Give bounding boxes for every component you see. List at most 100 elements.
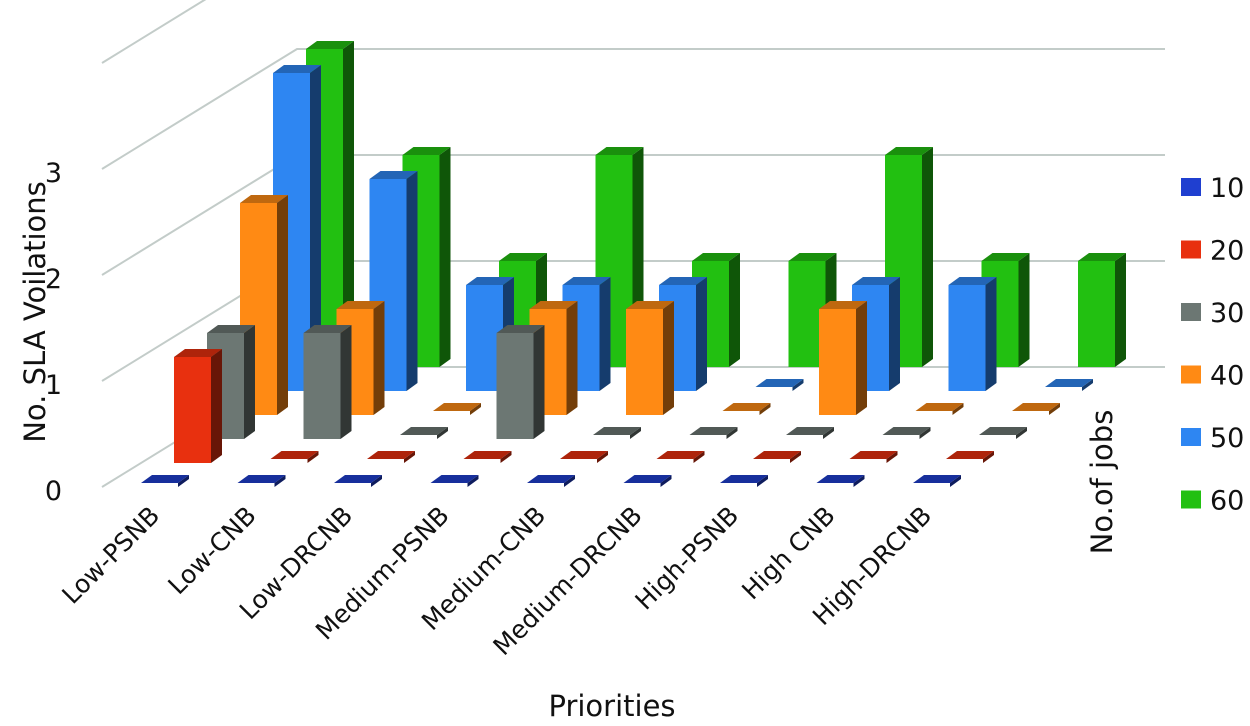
bar-top: [722, 403, 771, 411]
bar-top: [529, 301, 578, 309]
bar-side: [437, 427, 448, 439]
bar-side: [597, 451, 608, 463]
x-axis-categories: Low-PSNBLow-CNBLow-DRCNBMedium-PSNBMediu…: [56, 501, 937, 661]
bar-series-50: [369, 171, 418, 391]
legend-label: 20: [1210, 236, 1244, 267]
legend-label: 60: [1210, 486, 1244, 517]
bar-series-20: [174, 349, 222, 463]
bar-side: [371, 475, 382, 487]
bar-top: [626, 301, 674, 309]
bar-series-40: [722, 403, 771, 415]
bar-side: [630, 427, 641, 439]
bar-side: [1018, 253, 1030, 367]
bar-series-50: [659, 277, 707, 391]
y-tick-label: 1: [45, 370, 62, 401]
bar-side: [790, 451, 801, 463]
bar-side: [211, 349, 222, 463]
bar-top: [402, 147, 451, 155]
legend-swatch-40: [1181, 365, 1201, 384]
bar-top: [237, 475, 286, 483]
bar-series-10: [816, 475, 865, 487]
bar-top: [1045, 379, 1093, 387]
bar-top: [433, 403, 481, 411]
bar-side: [564, 475, 575, 487]
bar-top: [466, 277, 514, 285]
bar-top: [499, 253, 547, 261]
bar-series-40: [1012, 403, 1060, 415]
bar-front: [303, 333, 341, 439]
legend-label: 40: [1210, 361, 1244, 392]
bar-top: [979, 427, 1027, 435]
bar-series-20: [849, 451, 898, 463]
bar-top: [560, 451, 608, 459]
bars: [141, 41, 1126, 487]
bar-series-20: [270, 451, 319, 463]
bar-side: [566, 301, 578, 415]
y-tick-label: 2: [45, 264, 62, 295]
bar-top: [270, 451, 319, 459]
bar-side: [660, 475, 672, 487]
gridline: [101, 48, 1165, 170]
x-category-label: High CNB: [736, 501, 840, 605]
bar-side: [1115, 253, 1126, 367]
bar-side: [307, 451, 319, 463]
bar-series-10: [430, 475, 479, 487]
bar-top: [207, 325, 255, 333]
bar-top: [527, 475, 575, 483]
bar-top: [240, 195, 288, 203]
bar-top: [303, 325, 352, 333]
depth-axis-title: No.of jobs: [1085, 410, 1119, 555]
bar-series-60: [1078, 253, 1126, 367]
y-tick-label: 3: [45, 158, 62, 189]
bar-top: [753, 451, 801, 459]
bar-series-10: [623, 475, 672, 487]
bar-side: [599, 277, 611, 391]
bar-top: [692, 253, 740, 261]
bar-side: [1016, 427, 1027, 439]
bar-top: [786, 427, 834, 435]
legend-label: 50: [1210, 423, 1244, 454]
y-tick-label: 0: [45, 476, 62, 507]
legend-swatch-20: [1181, 240, 1201, 259]
legend-swatch-50: [1181, 428, 1201, 446]
bar-top: [755, 379, 804, 387]
legend-label: 10: [1210, 173, 1244, 204]
bar-series-30: [400, 427, 448, 439]
bar-top: [885, 147, 933, 155]
bar-top: [819, 301, 867, 309]
legend-label: 30: [1210, 298, 1244, 329]
bar-side: [343, 41, 354, 367]
bar-top: [336, 301, 385, 309]
bar-series-30: [979, 427, 1027, 439]
x-category-label: High-PSNB: [629, 501, 744, 616]
bar-front: [496, 333, 534, 439]
bar-side: [406, 171, 418, 391]
bar-side: [922, 147, 933, 367]
bar-side: [693, 451, 705, 463]
bar-series-10: [720, 475, 768, 487]
bar-series-30: [786, 427, 834, 439]
bar-side: [310, 65, 321, 391]
bar-top: [852, 277, 900, 285]
bar-top: [1078, 253, 1126, 261]
bar-series-20: [463, 451, 512, 463]
bar-top: [788, 253, 837, 261]
y-axis-ticks: 0 1 2 3: [45, 158, 62, 507]
legend-swatch-30: [1181, 303, 1201, 321]
bar-top: [981, 253, 1030, 261]
bar-top: [306, 41, 354, 49]
bar-series-40: [433, 403, 481, 415]
bar-top: [720, 475, 768, 483]
bar-series-30: [689, 427, 738, 439]
bar-top: [496, 325, 545, 333]
bar-side: [792, 379, 804, 391]
bar-series-20: [367, 451, 415, 463]
bar-top: [656, 451, 705, 459]
bar-front: [948, 285, 986, 391]
bar-series-10: [527, 475, 575, 487]
bar-top: [273, 65, 321, 73]
bar-top: [915, 403, 964, 411]
x-axis-title: Priorities: [548, 689, 675, 723]
bar-side: [853, 475, 865, 487]
legend: 10 20 30 40 50 60: [1181, 173, 1244, 517]
